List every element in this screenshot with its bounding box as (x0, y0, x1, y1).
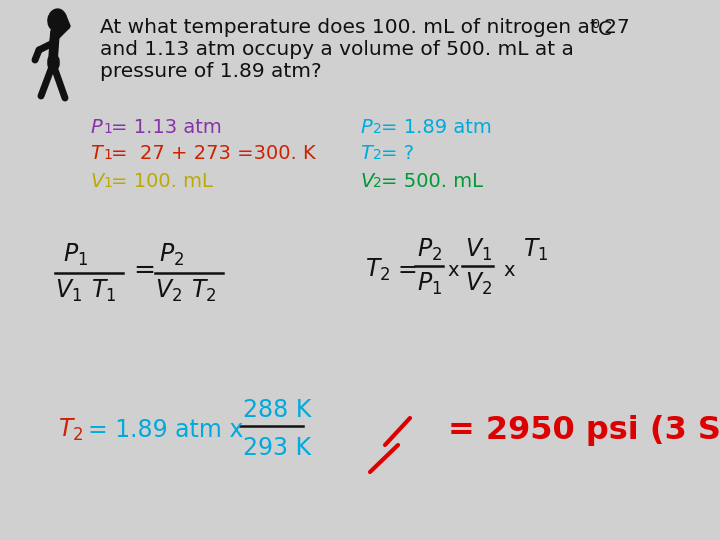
Text: = ?: = ? (381, 144, 414, 163)
Text: $\it{T}_{2}$: $\it{T}_{2}$ (365, 257, 390, 283)
Text: =  27 + 273 =300. K: = 27 + 273 =300. K (111, 144, 315, 163)
Text: $\it{T}$: $\it{T}$ (360, 144, 375, 163)
Text: =: = (133, 258, 155, 284)
Text: $\it{T}_{2}$: $\it{T}_{2}$ (191, 278, 216, 304)
Text: $\it{P}$: $\it{P}$ (90, 118, 104, 137)
Text: 1: 1 (103, 176, 112, 190)
Text: pressure of 1.89 atm?: pressure of 1.89 atm? (100, 62, 322, 81)
Text: $\it{P}_{1}$: $\it{P}_{1}$ (417, 271, 442, 297)
Text: At what temperature does 100. mL of nitrogen at 27: At what temperature does 100. mL of nitr… (100, 18, 636, 37)
Text: 1: 1 (103, 122, 112, 136)
Ellipse shape (48, 9, 66, 31)
Text: $\it{V}_{1}$: $\it{V}_{1}$ (55, 278, 82, 304)
Text: $\it{V}_{2}$: $\it{V}_{2}$ (465, 271, 492, 297)
Text: = 2950 psi (3 SF): = 2950 psi (3 SF) (448, 415, 720, 446)
Text: 2: 2 (373, 122, 382, 136)
Text: = 500. mL: = 500. mL (381, 172, 483, 191)
Text: $\it{P}_{2}$: $\it{P}_{2}$ (159, 242, 184, 268)
Text: $\it{P}_{1}$: $\it{P}_{1}$ (63, 242, 88, 268)
Text: $\it{P}$: $\it{P}$ (360, 118, 374, 137)
Text: = 1.89 atm x: = 1.89 atm x (88, 418, 243, 442)
Text: 1: 1 (103, 148, 112, 162)
Text: = 1.89 atm: = 1.89 atm (381, 118, 492, 137)
Text: 2: 2 (373, 148, 382, 162)
Text: = 1.13 atm: = 1.13 atm (111, 118, 222, 137)
Text: $\it{V}$: $\it{V}$ (90, 172, 107, 191)
Text: 288 K: 288 K (243, 398, 311, 422)
Text: $\it{P}_{2}$: $\it{P}_{2}$ (417, 237, 442, 263)
Text: x: x (503, 260, 515, 280)
Text: $\it{T}_{1}$: $\it{T}_{1}$ (91, 278, 117, 304)
Text: $\it{V}_{1}$: $\it{V}_{1}$ (465, 237, 492, 263)
Text: $\it{T}_{1}$: $\it{T}_{1}$ (523, 237, 549, 263)
Text: 293 K: 293 K (243, 436, 311, 460)
Text: $\it{T}_{2}$: $\it{T}_{2}$ (58, 417, 84, 443)
Text: $\it{V}$: $\it{V}$ (360, 172, 377, 191)
Text: $\it{T}$: $\it{T}$ (90, 144, 105, 163)
Text: 2: 2 (373, 176, 382, 190)
Text: C: C (598, 20, 612, 39)
Text: =: = (398, 258, 418, 282)
Text: x: x (447, 260, 459, 280)
Text: 0: 0 (591, 18, 599, 31)
Text: and 1.13 atm occupy a volume of 500. mL at a: and 1.13 atm occupy a volume of 500. mL … (100, 40, 574, 59)
Text: = 100. mL: = 100. mL (111, 172, 213, 191)
Text: $\it{V}_{2}$: $\it{V}_{2}$ (155, 278, 182, 304)
